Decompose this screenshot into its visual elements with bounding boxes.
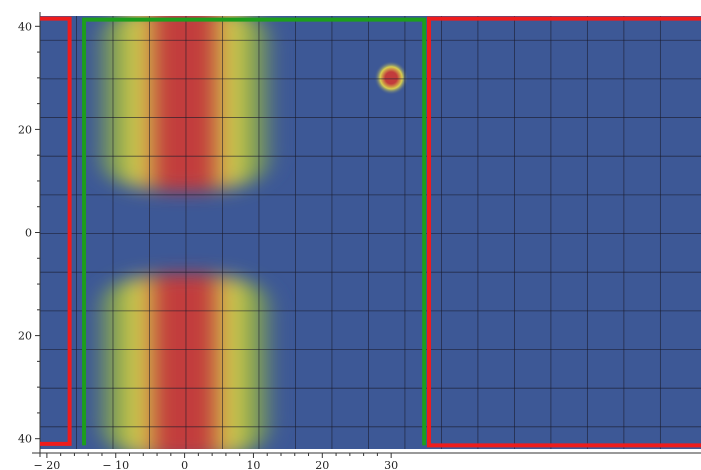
x-tick-label: 10 <box>246 459 260 470</box>
heat-lower-band <box>91 274 278 449</box>
x-tick-label: 20 <box>315 459 329 470</box>
upper-band <box>91 16 278 191</box>
x-tick-label: 30 <box>384 459 398 470</box>
red-rectangle-left <box>40 16 72 446</box>
y-tick-label: 40 <box>18 20 32 33</box>
small-spot <box>374 60 409 95</box>
heat-layer <box>91 16 409 449</box>
heat-upper-band <box>91 16 278 191</box>
x-tick-label: − 10 <box>102 459 129 470</box>
green-rectangle <box>82 17 427 446</box>
grid-lines <box>40 16 701 449</box>
y-tick-label: 0 <box>25 227 32 240</box>
y-tick-label: 40 <box>18 433 32 446</box>
y-tick-label: 20 <box>18 123 32 136</box>
red-rectangle-right <box>427 16 701 448</box>
axis-ticks: − 20 − 10 0 10 20 30 40 20 0 20 40 <box>18 20 398 470</box>
lower-band <box>91 274 278 449</box>
y-tick-label: 20 <box>18 330 32 343</box>
x-tick-label: − 20 <box>34 459 61 470</box>
x-tick-label: 0 <box>181 459 188 470</box>
annotations <box>40 16 701 448</box>
